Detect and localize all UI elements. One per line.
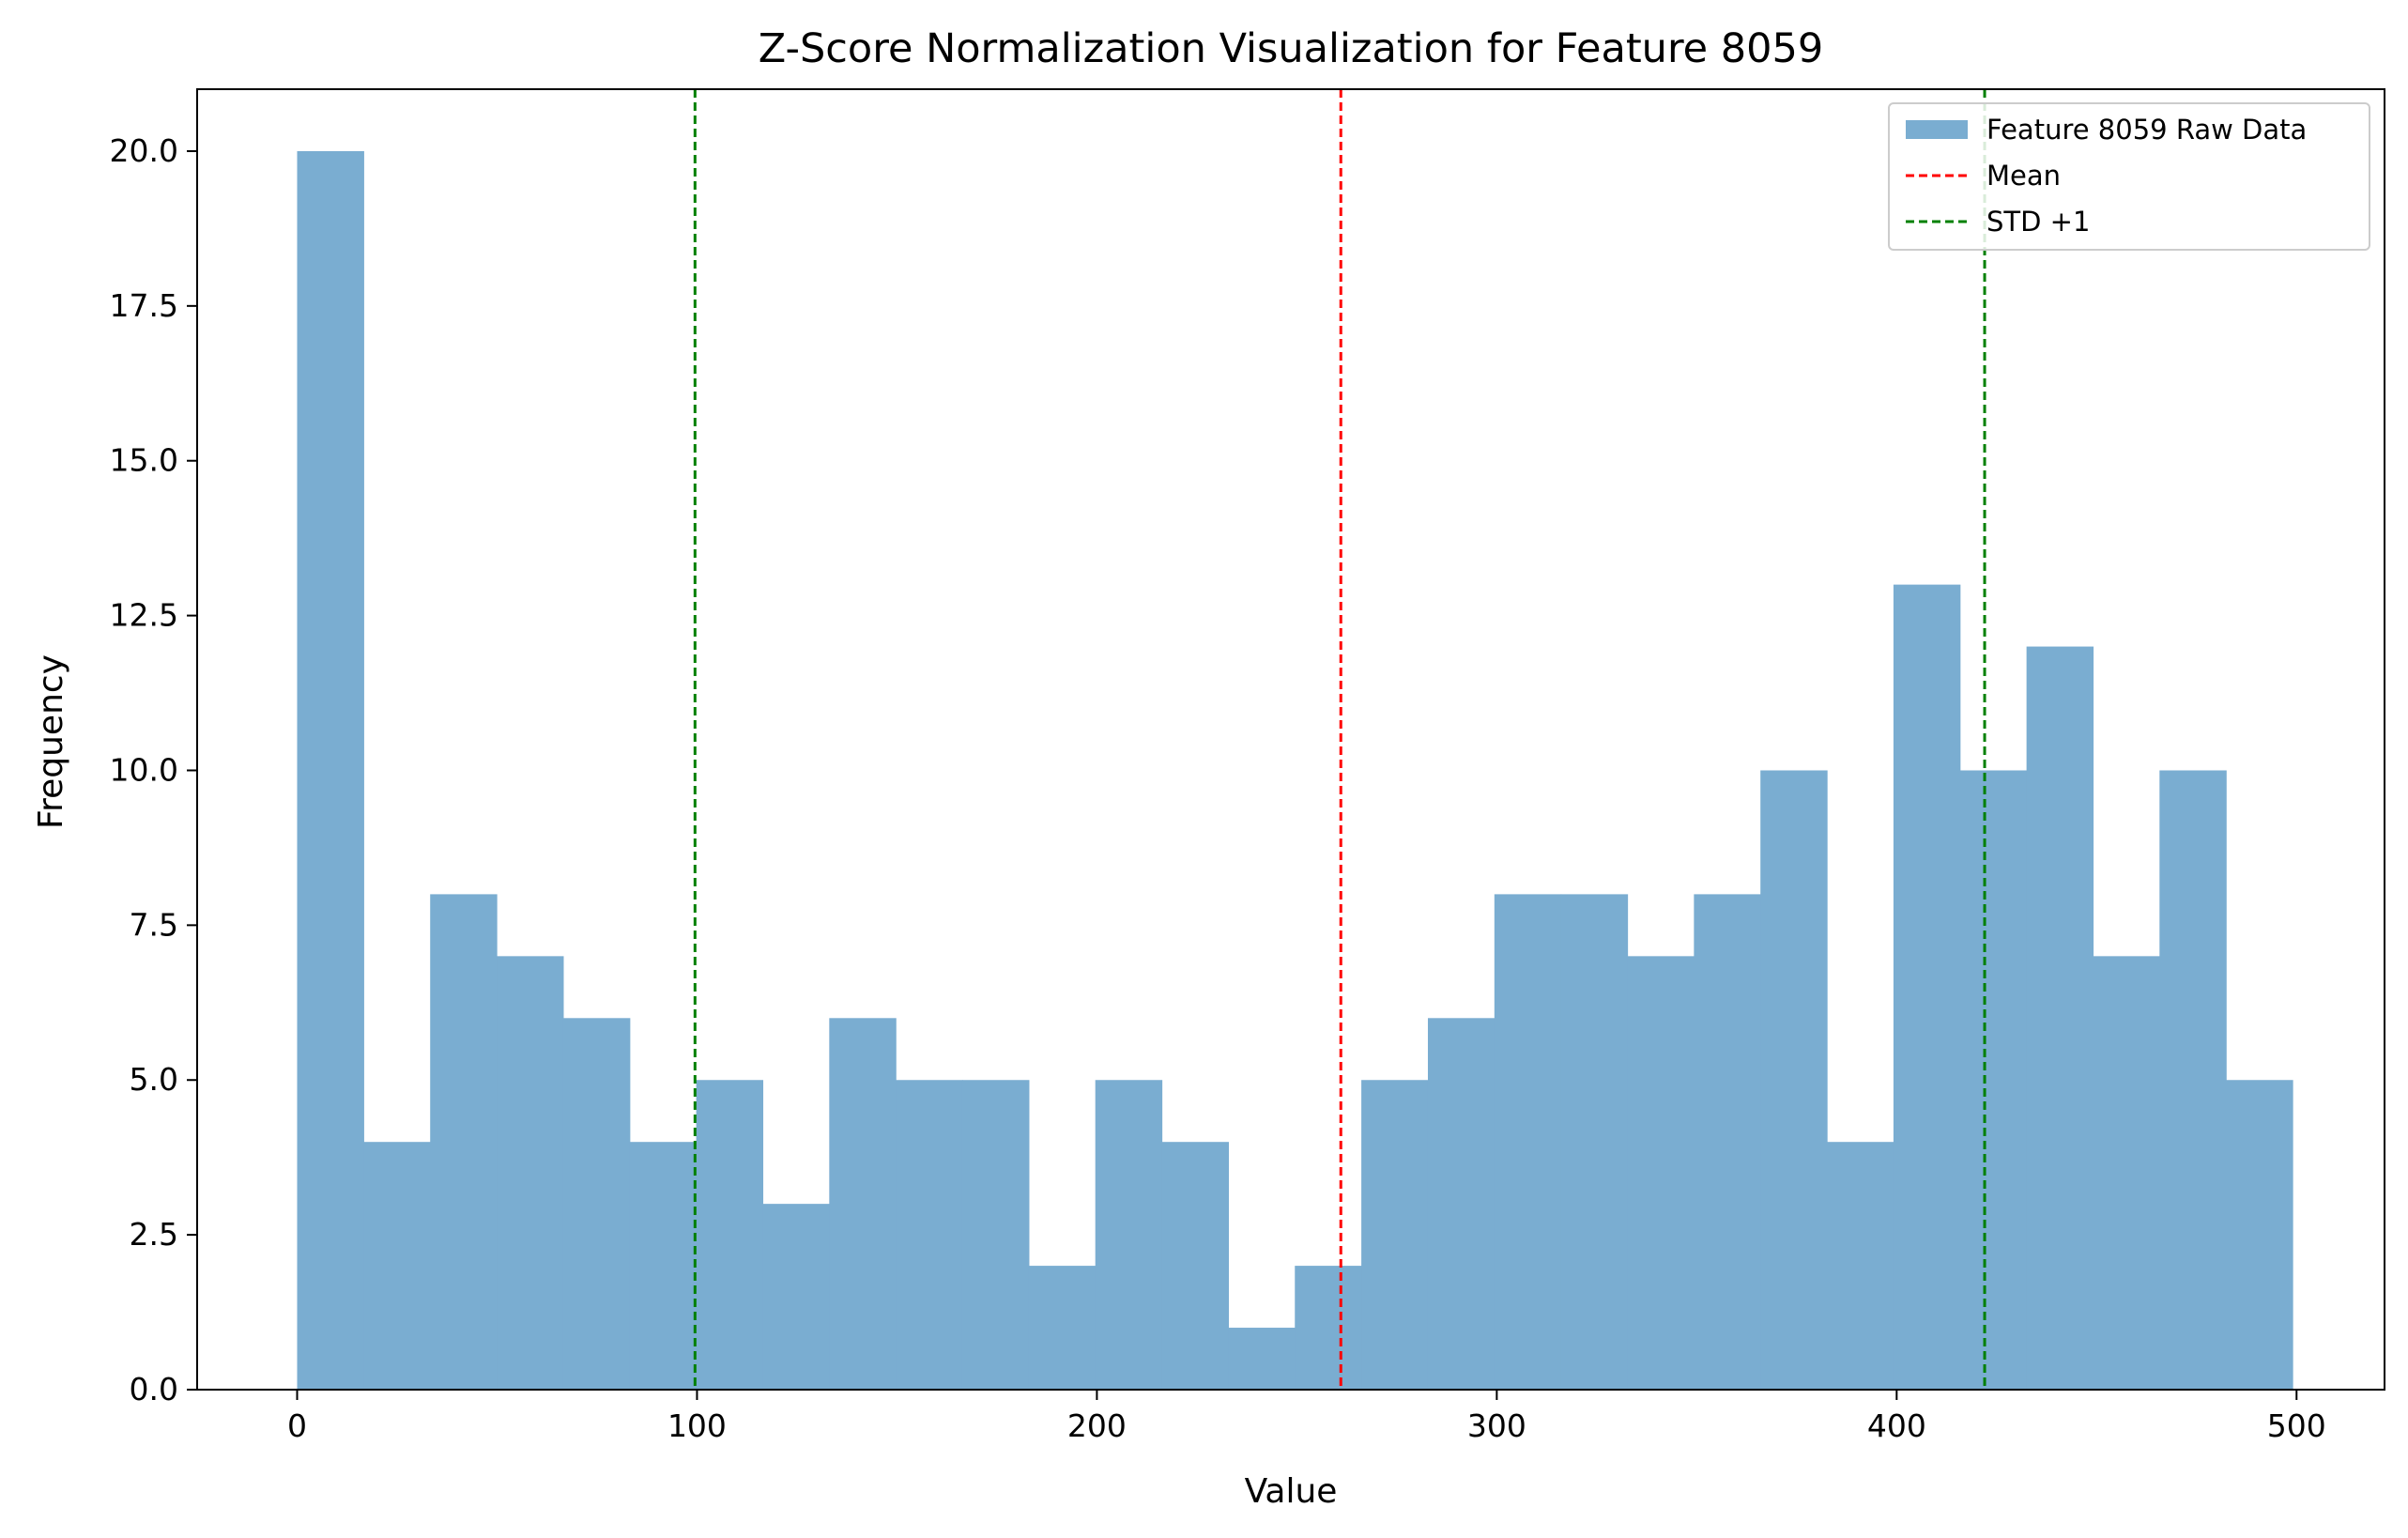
histogram-bar xyxy=(1095,1080,1163,1390)
histogram-bar xyxy=(1827,1142,1894,1390)
x-tick-label: 200 xyxy=(1067,1407,1127,1444)
histogram-bar xyxy=(1295,1266,1362,1390)
histogram-bar xyxy=(2093,956,2160,1390)
y-tick-label: 2.5 xyxy=(130,1216,178,1253)
histogram-bar xyxy=(896,1080,963,1390)
x-tick-label: 100 xyxy=(667,1407,727,1444)
histogram-bar xyxy=(1028,1266,1097,1390)
histogram-bar xyxy=(1560,894,1629,1390)
y-tick-label: 7.5 xyxy=(130,906,178,943)
histogram-bar xyxy=(629,1142,698,1390)
histogram-bar xyxy=(363,1142,431,1390)
y-tick-label: 12.5 xyxy=(110,597,178,634)
histogram-bar xyxy=(1959,770,2028,1390)
histogram-bar xyxy=(2226,1080,2293,1390)
histogram-bar xyxy=(2159,770,2227,1390)
histogram-bar xyxy=(1361,1080,1429,1390)
x-axis-ticks: 0 100 200 300 400 500 xyxy=(287,1390,2326,1444)
y-tick-label: 17.5 xyxy=(110,287,178,324)
y-tick-label: 10.0 xyxy=(110,751,178,788)
legend-label: Mean xyxy=(1986,160,2061,192)
histogram-bar xyxy=(297,150,364,1390)
y-tick-label: 5.0 xyxy=(130,1061,178,1098)
histogram-bar xyxy=(1694,894,1761,1390)
histogram-bar xyxy=(1228,1328,1296,1390)
x-tick-label: 500 xyxy=(2267,1407,2326,1444)
plot-frame xyxy=(196,88,2385,1391)
legend-label: Feature 8059 Raw Data xyxy=(1986,114,2307,146)
bars-layer xyxy=(297,150,2293,1390)
histogram-bar xyxy=(1627,956,1695,1390)
reference-lines-layer xyxy=(693,89,1986,1390)
x-tick-label: 400 xyxy=(1867,1407,1926,1444)
histogram-bar xyxy=(2026,646,2094,1390)
histogram-bar xyxy=(1161,1142,1230,1390)
histogram-bar xyxy=(1893,584,1961,1390)
y-tick-label: 0.0 xyxy=(130,1371,178,1407)
legend-label: STD +1 xyxy=(1986,206,2090,238)
legend-swatch xyxy=(1906,120,1968,139)
histogram-bar xyxy=(497,956,564,1390)
x-axis-title: Value xyxy=(1245,1472,1338,1511)
histogram-bar xyxy=(696,1080,764,1390)
legend: Feature 8059 Raw Data Mean STD +1 xyxy=(1888,102,2370,251)
histogram-bar xyxy=(762,1204,830,1390)
histogram-bar xyxy=(1494,894,1562,1390)
histogram-bar xyxy=(1427,1018,1495,1390)
chart-title: Z-Score Normalization Visualization for … xyxy=(759,25,1823,72)
x-tick-label: 0 xyxy=(287,1407,307,1444)
histogram-bar xyxy=(829,1018,897,1390)
y-tick-label: 15.0 xyxy=(110,442,178,479)
y-tick-label: 20.0 xyxy=(110,132,178,169)
histogram-bar xyxy=(1760,770,1828,1390)
y-axis-ticks: 0.0 2.5 5.0 7.5 10.0 12.5 15.0 17.5 20.0 xyxy=(110,132,197,1407)
histogram-bar xyxy=(430,894,498,1390)
legend-box xyxy=(1888,102,2370,251)
histogram-bar xyxy=(562,1018,631,1390)
y-axis-title: Frequency xyxy=(32,654,70,829)
histogram-bar xyxy=(961,1080,1030,1390)
x-tick-label: 300 xyxy=(1467,1407,1526,1444)
